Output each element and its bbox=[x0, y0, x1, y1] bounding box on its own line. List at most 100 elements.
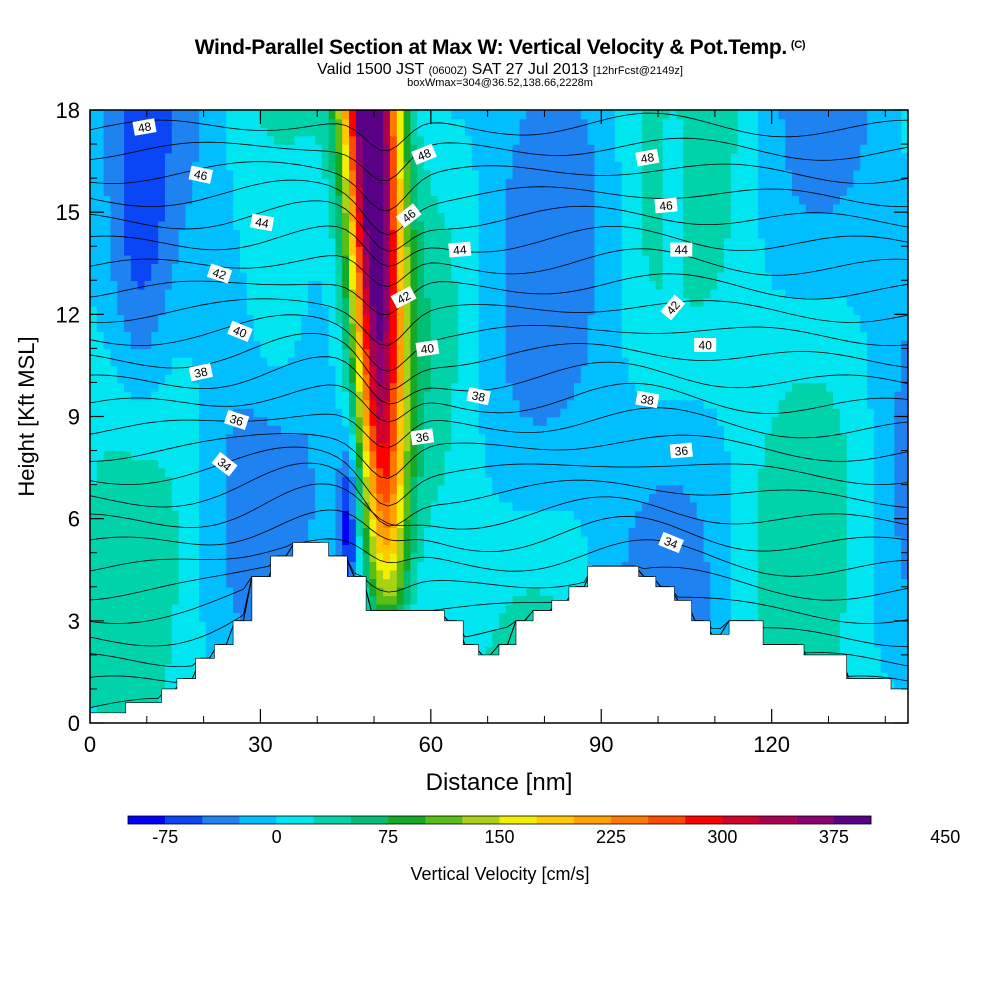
velocity-cell bbox=[464, 433, 473, 443]
velocity-cell bbox=[178, 135, 187, 145]
velocity-cell bbox=[124, 561, 132, 571]
velocity-cell bbox=[260, 305, 268, 316]
velocity-cell bbox=[403, 467, 412, 477]
velocity-cell bbox=[185, 339, 193, 350]
velocity-cell bbox=[383, 442, 391, 452]
velocity-cell bbox=[301, 203, 309, 213]
velocity-cell bbox=[178, 297, 187, 307]
velocity-cell bbox=[451, 263, 459, 273]
velocity-cell bbox=[526, 254, 534, 264]
velocity-cell bbox=[389, 135, 398, 145]
velocity-cell bbox=[185, 110, 193, 120]
velocity-cell bbox=[478, 646, 487, 656]
velocity-cell bbox=[451, 382, 459, 392]
velocity-cell bbox=[539, 399, 548, 409]
velocity-cell bbox=[485, 416, 493, 426]
velocity-cell bbox=[96, 603, 105, 614]
velocity-cell bbox=[349, 186, 357, 196]
velocity-cell bbox=[396, 450, 405, 460]
velocity-cell bbox=[171, 339, 180, 350]
velocity-cell bbox=[389, 288, 398, 299]
velocity-cell bbox=[233, 612, 241, 622]
velocity-cell bbox=[519, 254, 528, 264]
velocity-cell bbox=[260, 331, 268, 341]
velocity-cell bbox=[205, 501, 214, 511]
velocity-cell bbox=[369, 416, 378, 426]
velocity-cell bbox=[464, 501, 473, 511]
velocity-cell bbox=[287, 297, 296, 307]
velocity-cell bbox=[553, 586, 562, 597]
velocity-cell bbox=[178, 663, 187, 673]
velocity-cell bbox=[137, 459, 146, 469]
velocity-cell bbox=[464, 561, 473, 571]
velocity-cell bbox=[178, 595, 187, 605]
velocity-cell bbox=[253, 144, 262, 154]
velocity-cell bbox=[458, 271, 466, 282]
velocity-cell bbox=[458, 518, 466, 528]
velocity-cell bbox=[376, 195, 384, 205]
velocity-cell bbox=[226, 331, 234, 341]
velocity-cell bbox=[185, 578, 193, 588]
velocity-cell bbox=[171, 297, 180, 307]
velocity-cell bbox=[144, 586, 153, 597]
velocity-cell bbox=[335, 169, 343, 179]
velocity-cell bbox=[328, 399, 337, 409]
velocity-cell bbox=[478, 195, 487, 205]
velocity-cell bbox=[96, 586, 105, 597]
velocity-cell bbox=[90, 339, 98, 350]
velocity-cell bbox=[158, 280, 166, 290]
velocity-cell bbox=[383, 254, 391, 264]
velocity-cell bbox=[328, 365, 337, 375]
velocity-cell bbox=[205, 152, 214, 162]
velocity-cell bbox=[464, 110, 473, 120]
velocity-cell bbox=[546, 348, 555, 358]
velocity-cell bbox=[165, 237, 173, 247]
velocity-cell bbox=[505, 518, 514, 528]
velocity-cell bbox=[287, 501, 296, 511]
velocity-cell bbox=[471, 152, 480, 162]
velocity-cell bbox=[451, 314, 459, 324]
velocity-cell bbox=[96, 561, 105, 571]
velocity-cell bbox=[499, 637, 507, 648]
velocity-cell bbox=[485, 578, 493, 588]
velocity-cell bbox=[499, 203, 507, 213]
velocity-cell bbox=[178, 433, 187, 443]
velocity-cell bbox=[437, 135, 446, 145]
velocity-cell bbox=[253, 476, 262, 486]
velocity-cell bbox=[417, 246, 425, 256]
velocity-cell bbox=[328, 305, 337, 316]
velocity-cell bbox=[478, 459, 487, 469]
velocity-cell bbox=[444, 305, 453, 316]
velocity-cell bbox=[451, 527, 459, 537]
velocity-cell bbox=[403, 169, 412, 179]
velocity-cell bbox=[233, 152, 241, 162]
velocity-cell bbox=[464, 365, 473, 375]
velocity-cell bbox=[437, 493, 446, 503]
velocity-cell bbox=[274, 484, 282, 494]
velocity-cell bbox=[219, 220, 228, 230]
velocity-cell bbox=[492, 297, 500, 307]
velocity-cell bbox=[335, 263, 343, 273]
velocity-cell bbox=[110, 365, 119, 375]
velocity-cell bbox=[546, 416, 555, 426]
velocity-cell bbox=[478, 178, 487, 188]
velocity-cell bbox=[260, 442, 268, 452]
velocity-cell bbox=[233, 339, 241, 350]
velocity-cell bbox=[417, 603, 425, 614]
velocity-cell bbox=[512, 127, 521, 137]
velocity-cell bbox=[246, 535, 255, 545]
velocity-cell bbox=[533, 603, 541, 614]
velocity-cell bbox=[362, 195, 371, 205]
velocity-cell bbox=[458, 254, 466, 264]
velocity-cell bbox=[219, 586, 228, 597]
velocity-cell bbox=[171, 510, 180, 520]
velocity-cell bbox=[178, 186, 187, 196]
velocity-cell bbox=[240, 314, 248, 324]
velocity-cell bbox=[560, 595, 568, 605]
velocity-cell bbox=[376, 399, 384, 409]
velocity-cell bbox=[396, 399, 405, 409]
velocity-cell bbox=[430, 237, 439, 247]
velocity-cell bbox=[226, 314, 234, 324]
velocity-cell bbox=[212, 144, 221, 154]
velocity-cell bbox=[219, 442, 228, 452]
